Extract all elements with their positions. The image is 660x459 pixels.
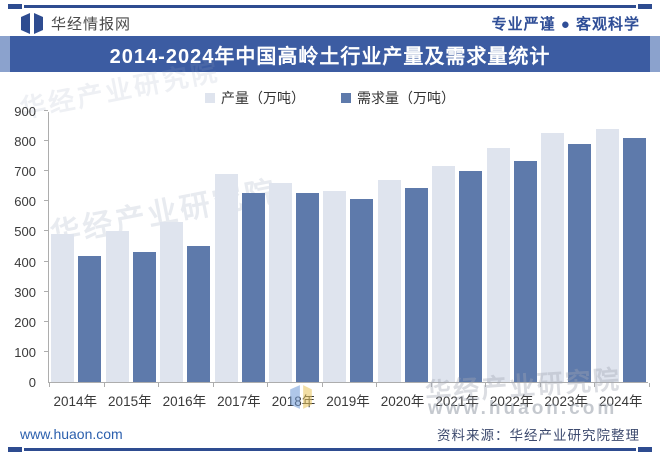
y-axis-tick-label: 0 — [28, 375, 36, 390]
x-axis-tick — [430, 383, 432, 387]
legend-swatch-demand — [341, 93, 351, 103]
x-axis-tick — [485, 383, 487, 387]
legend-label-demand: 需求量（万吨） — [357, 90, 455, 106]
x-axis-tick-label: 2022年 — [489, 394, 534, 409]
demand-bar — [459, 170, 483, 382]
y-axis: 0 100 200 300 400 500 600 700 800 900 — [0, 105, 44, 389]
x-axis-tick — [212, 383, 214, 387]
chart-legend: 产量（万吨） 需求量（万吨） — [0, 89, 660, 107]
top-accent-rule — [8, 4, 652, 9]
x-axis-labels: 2014年 2015年 2016年 2017年 2018年 2019年 2020年 2021年… — [48, 390, 648, 410]
x-axis-tick-label: 2014年 — [53, 394, 98, 409]
x-axis-tick-label: 2021年 — [435, 394, 479, 409]
x-axis-tick — [539, 383, 541, 387]
y-axis-tick-label: 400 — [14, 254, 36, 270]
y-axis-tick — [44, 140, 48, 142]
bar-group-2018年 — [267, 112, 321, 382]
plot-area — [44, 110, 650, 387]
y-axis-tick — [44, 170, 48, 172]
x-axis-tick-label: 2019年 — [326, 394, 370, 409]
y-axis-tick-label: 800 — [14, 134, 36, 150]
bar-group-2022年 — [485, 112, 539, 382]
y-axis-tick-label: 600 — [14, 194, 36, 210]
y-axis-tick-label: 200 — [14, 314, 36, 330]
demand-bar — [568, 143, 592, 382]
demand-bar — [78, 256, 102, 382]
legend-item-demand: 需求量（万吨） — [341, 88, 455, 108]
x-axis-tick-label: 2018年 — [271, 394, 316, 409]
y-axis-tick-label: 500 — [14, 224, 36, 240]
y-axis-tick — [44, 350, 48, 352]
y-axis-tick — [44, 320, 48, 322]
y-axis-tick — [44, 110, 48, 111]
bottom-accent-rule — [8, 447, 652, 452]
bar-group-2024年 — [594, 112, 648, 382]
title-bar: 2014-2024年中国高岭土行业产量及需求量统计 — [0, 36, 660, 72]
legend-item-production: 产量（万吨） — [205, 88, 305, 108]
production-bar — [214, 174, 238, 382]
bars-container — [49, 112, 648, 382]
x-axis-tick-label: 2017年 — [217, 394, 261, 409]
legend-label-production: 产量（万吨） — [221, 90, 305, 106]
footer: www.huaon.com 资料来源：华经产业研究院整理 — [20, 424, 640, 444]
bar-group-2023年 — [539, 112, 593, 382]
header-slogan: 专业严谨 ● 客观科学 — [491, 15, 640, 33]
bar-group-2016年 — [158, 112, 212, 382]
bar-group-2017年 — [212, 112, 266, 382]
production-bar — [105, 231, 129, 382]
x-axis-tick-label: 2020年 — [380, 394, 425, 409]
brand-name: 华经情报网 — [51, 15, 132, 33]
y-axis-tick — [44, 200, 48, 202]
demand-bar — [241, 192, 265, 382]
x-axis-tick-label: 2016年 — [162, 394, 207, 409]
demand-bar — [513, 160, 537, 382]
brand: 华经情报网 — [20, 12, 132, 34]
production-bar — [486, 147, 510, 382]
production-bar — [269, 183, 293, 382]
production-bar — [595, 128, 619, 382]
header: 华经情报网 专业严谨 ● 客观科学 — [20, 12, 640, 34]
x-axis-tick — [376, 383, 378, 387]
x-axis-tick-label: 2023年 — [544, 394, 588, 409]
y-axis-tick — [44, 290, 48, 292]
y-axis-tick-label: 100 — [14, 344, 36, 360]
x-axis-tick — [158, 383, 160, 387]
production-bar — [377, 179, 401, 382]
production-bar — [160, 222, 184, 382]
y-axis-tick — [44, 230, 48, 232]
production-bar — [432, 165, 456, 382]
production-bar — [541, 132, 565, 382]
brand-logo-icon — [21, 12, 43, 34]
x-axis-tick-label: 2015年 — [108, 394, 152, 409]
x-axis-tick — [49, 383, 50, 387]
bar-group-2019年 — [321, 112, 375, 382]
bar-group-2021年 — [430, 112, 484, 382]
x-axis-tick — [649, 383, 650, 387]
demand-bar — [404, 187, 428, 382]
y-axis-tick — [44, 260, 48, 262]
footer-source-text: 资料来源：华经产业研究院整理 — [437, 428, 640, 443]
x-axis-tick — [594, 383, 596, 387]
bar-group-2015年 — [103, 112, 157, 382]
demand-bar — [296, 193, 320, 382]
production-bar — [51, 234, 75, 382]
bar-group-2014年 — [49, 112, 103, 382]
y-axis-tick-label: 300 — [14, 284, 36, 300]
production-bar — [323, 191, 347, 382]
x-axis-tick — [267, 383, 269, 387]
page-title: 2014-2024年中国高岭土行业产量及需求量统计 — [109, 45, 551, 68]
y-axis-tick-label: 700 — [14, 164, 36, 180]
y-axis-tick-label: 900 — [14, 104, 36, 119]
demand-bar — [187, 245, 211, 382]
footer-site-link[interactable]: www.huaon.com — [20, 426, 123, 442]
x-axis-tick-label: 2024年 — [598, 394, 643, 409]
bar-group-2020年 — [376, 112, 430, 382]
x-axis-tick — [321, 383, 323, 387]
demand-bar — [350, 199, 374, 382]
x-axis-tick — [103, 383, 105, 387]
demand-bar — [622, 137, 646, 382]
legend-swatch-production — [205, 93, 215, 103]
demand-bar — [132, 251, 156, 382]
